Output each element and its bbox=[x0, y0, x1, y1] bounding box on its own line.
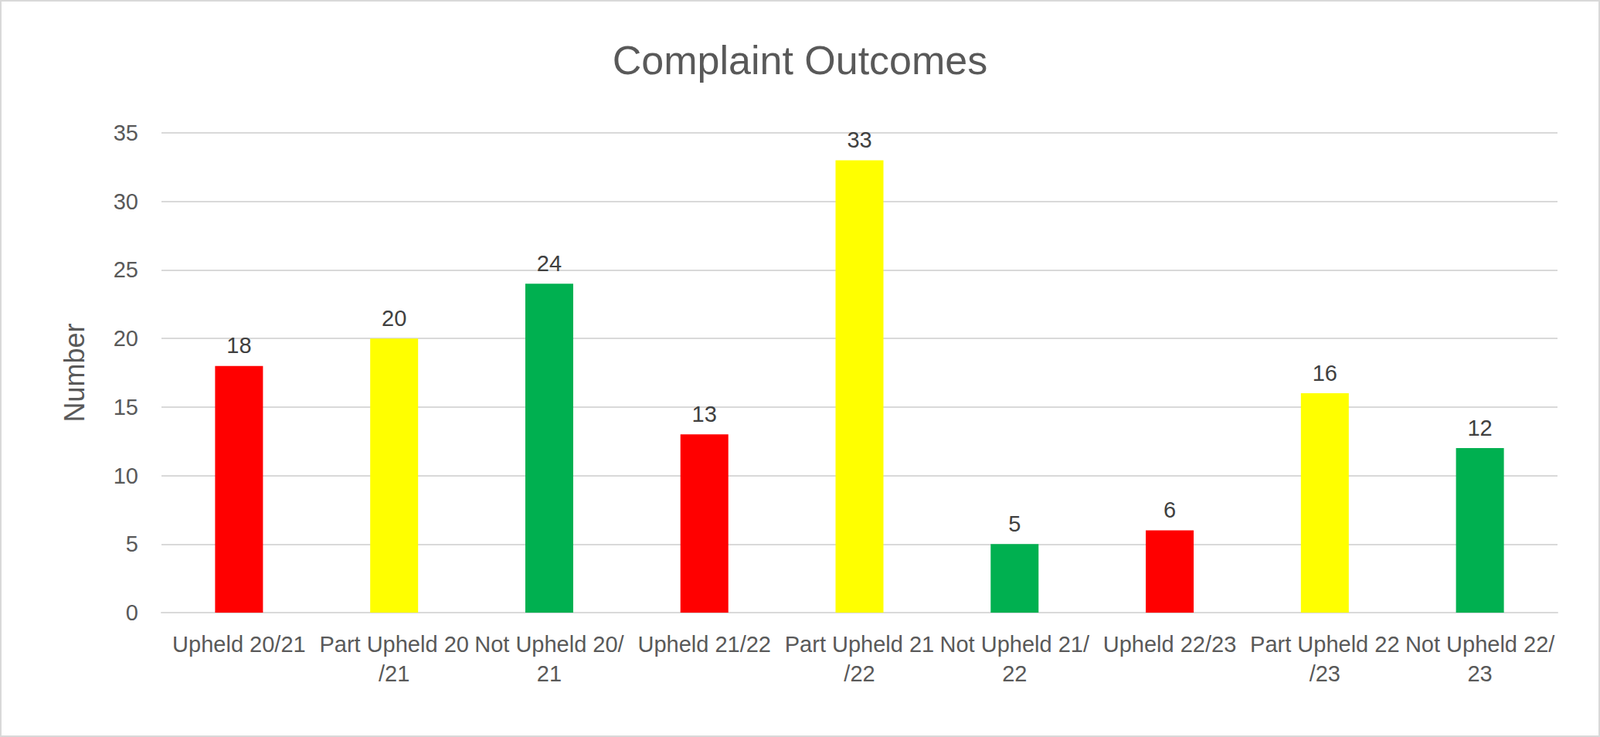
svg-text:0: 0 bbox=[125, 600, 139, 626]
svg-text:Part Upheld 21: Part Upheld 21 bbox=[784, 631, 935, 657]
svg-text:18: 18 bbox=[226, 332, 252, 358]
svg-text:33: 33 bbox=[846, 127, 872, 153]
svg-text:16: 16 bbox=[1312, 360, 1338, 386]
svg-text:12: 12 bbox=[1467, 415, 1492, 441]
svg-text:13: 13 bbox=[692, 401, 717, 427]
svg-text:15: 15 bbox=[113, 394, 139, 420]
svg-text:Complaint Outcomes: Complaint Outcomes bbox=[612, 37, 989, 83]
svg-text:Not Upheld 21/: Not Upheld 21/ bbox=[940, 631, 1091, 657]
svg-text:25: 25 bbox=[113, 257, 139, 282]
svg-text:5: 5 bbox=[1008, 511, 1021, 537]
svg-text:20: 20 bbox=[381, 305, 407, 331]
svg-text:20: 20 bbox=[113, 326, 139, 351]
svg-text:/23: /23 bbox=[1309, 661, 1341, 687]
svg-text:Part Upheld 20: Part Upheld 20 bbox=[319, 631, 469, 657]
svg-text:5: 5 bbox=[125, 531, 139, 557]
svg-text:Not Upheld 20/: Not Upheld 20/ bbox=[474, 631, 625, 657]
svg-text:Part Upheld 22: Part Upheld 22 bbox=[1250, 631, 1400, 657]
svg-text:10: 10 bbox=[113, 463, 139, 489]
svg-text:30: 30 bbox=[113, 189, 139, 215]
svg-text:21: 21 bbox=[536, 661, 562, 687]
svg-text:Number: Number bbox=[58, 322, 91, 422]
svg-text:23: 23 bbox=[1467, 661, 1492, 687]
svg-text:Not Upheld 22/: Not Upheld 22/ bbox=[1405, 631, 1556, 657]
svg-text:Upheld 20/21: Upheld 20/21 bbox=[172, 631, 306, 657]
svg-text:24: 24 bbox=[536, 251, 562, 276]
svg-text:/22: /22 bbox=[843, 661, 875, 687]
svg-text:/21: /21 bbox=[378, 661, 410, 687]
svg-text:6: 6 bbox=[1163, 497, 1176, 523]
svg-text:22: 22 bbox=[1002, 661, 1027, 687]
svg-text:Upheld 22/23: Upheld 22/23 bbox=[1103, 631, 1237, 657]
svg-text:Upheld 21/22: Upheld 21/22 bbox=[637, 631, 772, 657]
svg-text:35: 35 bbox=[113, 120, 139, 146]
